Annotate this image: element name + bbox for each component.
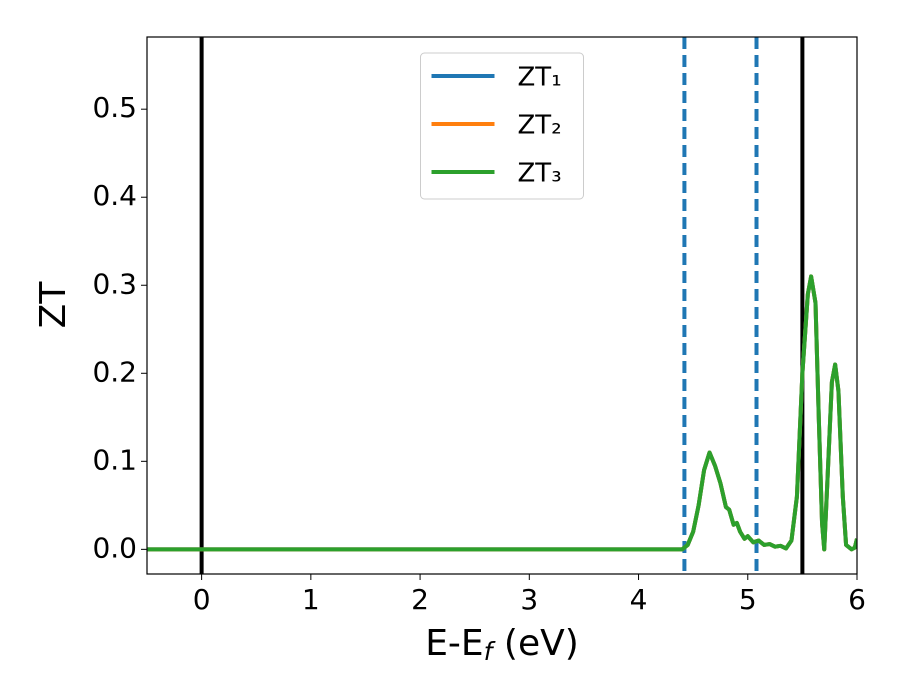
- y-tick-label: 0.4: [92, 179, 137, 212]
- plot-area: [147, 37, 857, 574]
- x-tick-label: 3: [520, 583, 538, 616]
- x-label-part: E-E: [425, 623, 483, 664]
- y-tick-label: 0.0: [92, 531, 137, 564]
- x-tick-label: 0: [193, 583, 211, 616]
- y-tick-label: 0.1: [92, 443, 137, 476]
- x-tick-label: 1: [302, 583, 320, 616]
- x-tick-label: 5: [739, 583, 757, 616]
- y-tick-label: 0.3: [92, 267, 137, 300]
- x-label-part: (eV): [492, 623, 578, 664]
- series-line: [147, 274, 857, 552]
- legend-label: ZT₁: [518, 63, 562, 93]
- series-line: [147, 274, 857, 552]
- legend-label: ZT₂: [518, 111, 562, 141]
- legend-label: ZT₃: [518, 159, 562, 189]
- plot-frame: [146, 36, 858, 575]
- legend-box: [420, 52, 584, 200]
- x-axis-label: E-Ef (eV): [425, 623, 579, 666]
- x-tick-label: 4: [630, 583, 648, 616]
- x-tick-label: 6: [848, 583, 866, 616]
- y-axis-label: ZT: [33, 281, 74, 329]
- x-tick-label: 2: [411, 583, 429, 616]
- y-tick-label: 0.5: [92, 91, 137, 124]
- series-line: [147, 274, 857, 552]
- y-tick-label: 0.2: [92, 355, 137, 388]
